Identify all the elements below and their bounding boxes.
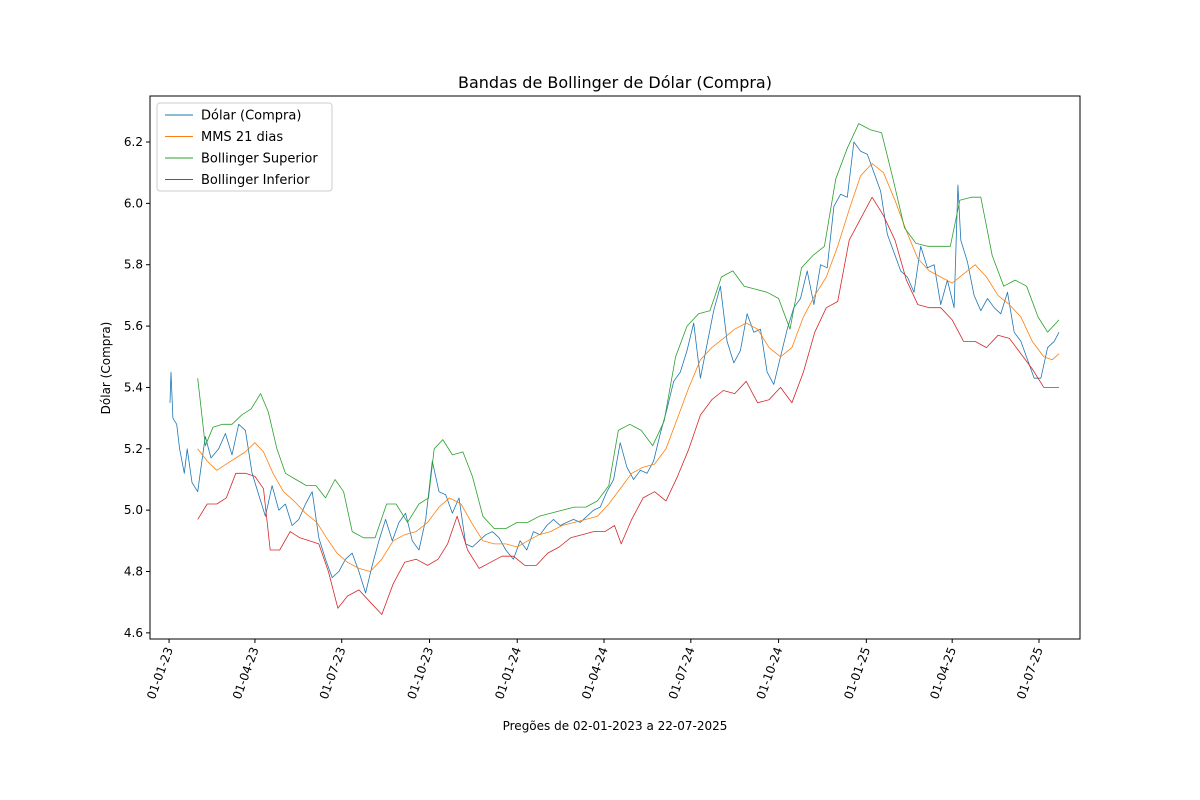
y-tick-label: 5.0 xyxy=(124,503,143,517)
legend-box xyxy=(156,102,333,192)
series-lines xyxy=(169,123,1060,615)
series-line-mms-21-dias xyxy=(197,163,1060,572)
legend-label-bollinger-superior: Bollinger Superior xyxy=(201,152,318,167)
y-axis-label: Dólar (Compra) xyxy=(99,322,113,415)
y-tick-label: 5.6 xyxy=(124,319,143,333)
legend-label-bollinger-inferior: Bollinger Inferior xyxy=(201,173,310,188)
y-tick-label: 6.0 xyxy=(124,196,143,210)
y-tick-label: 4.8 xyxy=(124,565,143,579)
series-line-dolar-compra xyxy=(169,141,1060,594)
plot-frame xyxy=(149,95,1081,640)
series-line-bollinger-superior xyxy=(197,123,1060,539)
legend-label-dolar-compra: Dólar (Compra) xyxy=(201,109,301,124)
y-tick-label: 5.4 xyxy=(124,380,143,394)
legend: Dólar (Compra) MMS 21 dias Bollinger Super… xyxy=(156,102,333,192)
series-line-bollinger-inferior xyxy=(197,196,1059,615)
y-tick-label: 5.8 xyxy=(124,258,143,272)
y-tick-label: 4.6 xyxy=(124,626,143,640)
y-tick-label: 6.2 xyxy=(124,135,143,149)
x-axis-label: Pregões de 02-01-2023 a 22-07-2025 xyxy=(503,719,728,733)
chart-title: Bandas de Bollinger de Dólar (Compra) xyxy=(458,73,772,92)
legend-label-mms-21-dias: MMS 21 dias xyxy=(201,130,283,145)
y-tick-label: 5.2 xyxy=(124,442,143,456)
